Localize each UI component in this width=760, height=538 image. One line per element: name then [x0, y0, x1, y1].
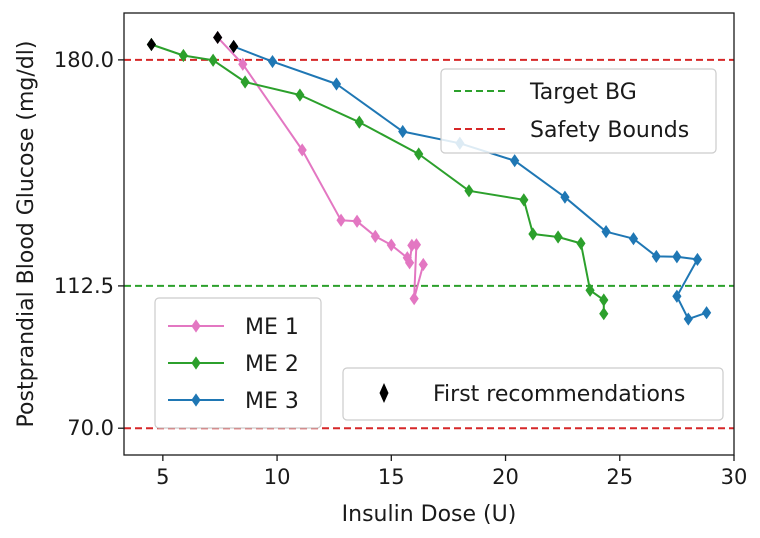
x-axis-ticks: 5 10 15 20 25 30: [156, 455, 747, 489]
data-point-me2: [178, 48, 189, 63]
legend-label-me1: ME 1: [245, 315, 299, 340]
legend-first-recommendations: First recommendations: [342, 367, 724, 421]
legend-label-me3: ME 3: [245, 389, 299, 414]
data-point-me2: [414, 147, 424, 161]
data-point-me1: [404, 256, 415, 270]
legend-marker-me1: [191, 319, 201, 333]
data-point-me1: [238, 57, 248, 71]
data-point-me2: [519, 193, 529, 207]
legend-series: ME 1 ME 2 ME 3: [154, 297, 322, 429]
y-axis-ticks: 70.0 112.5 180.0: [54, 48, 124, 440]
data-point-me2: [576, 236, 586, 250]
legend-series-swatches: [168, 319, 224, 407]
data-point-me3: [267, 54, 278, 69]
legend-label-first-recommendations: First recommendations: [433, 382, 685, 407]
plot-frame: [123, 12, 735, 456]
data-point-me3: [672, 289, 682, 303]
data-point-me3: [701, 306, 712, 320]
x-tick-label: 5: [156, 465, 169, 489]
data-point-me1: [411, 238, 422, 252]
data-point-me3: [331, 77, 342, 91]
series-line-me1: [216, 36, 425, 300]
data-point-me1: [409, 292, 419, 306]
data-point-me1: [418, 257, 428, 272]
data-point-me2: [585, 283, 595, 297]
data-point-me3: [398, 124, 408, 139]
data-point-me2: [528, 227, 538, 241]
data-point-me2: [354, 115, 364, 129]
legend-reference-lines: Target BG Safety Bounds: [440, 68, 717, 154]
data-point-me2: [553, 230, 563, 244]
data-point-me3: [560, 190, 570, 204]
data-point-me3: [628, 232, 639, 246]
y-tick-label: 180.0: [54, 48, 114, 72]
first-recommendation-point: [146, 37, 157, 52]
data-point-me3: [683, 312, 693, 326]
legend-box: [440, 68, 717, 154]
data-point-me1: [370, 229, 380, 243]
data-point-me2: [599, 293, 609, 307]
data-point-me2: [599, 307, 609, 321]
y-tick-label: 112.5: [54, 274, 114, 298]
legend-label-me2: ME 2: [245, 352, 299, 377]
data-point-me2: [464, 184, 474, 198]
x-tick-label: 30: [721, 465, 748, 489]
first-recommendation-point: [213, 30, 223, 45]
data-point-me1: [352, 214, 362, 228]
data-point-me1: [386, 238, 396, 252]
legend-label-target-bg: Target BG: [529, 80, 637, 105]
data-point-me3: [601, 225, 611, 239]
x-tick-label: 20: [492, 465, 519, 489]
x-tick-label: 15: [378, 465, 405, 489]
y-tick-label: 70.0: [67, 416, 114, 440]
data-point-me2: [295, 88, 305, 102]
data-point-me2: [240, 75, 250, 89]
data-point-me3: [672, 250, 682, 264]
x-axis-label: Insulin Dose (U): [342, 502, 517, 527]
legend-swatch-first-recommendations: [379, 383, 389, 403]
x-tick-label: 10: [264, 465, 291, 489]
data-point-me1: [402, 251, 412, 265]
y-axis-label: Postprandial Blood Glucose (mg/dl): [14, 41, 39, 428]
data-point-me3: [510, 154, 520, 168]
data-point-me3: [651, 249, 661, 264]
legend-label-safety-bounds: Safety Bounds: [530, 118, 689, 143]
legend-marker-me2: [191, 356, 201, 370]
data-point-me1: [297, 143, 307, 157]
x-tick-label: 25: [606, 465, 633, 489]
first-recommendation-point: [229, 39, 239, 54]
legend-box: [342, 367, 724, 421]
data-point-me3: [692, 252, 703, 267]
data-point-me2: [208, 53, 218, 67]
first-recommendation-markers: [146, 30, 239, 54]
data-point-me1: [336, 213, 346, 227]
legend-marker-me3: [191, 393, 201, 407]
